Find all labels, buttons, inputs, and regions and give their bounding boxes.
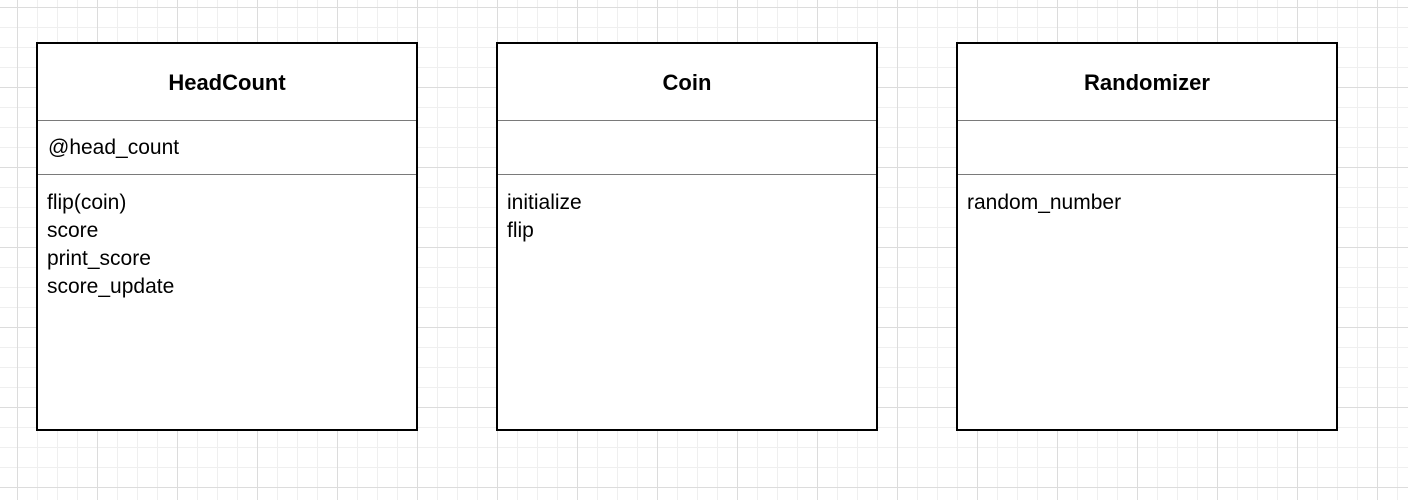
method: initialize bbox=[507, 191, 582, 214]
method: random_number bbox=[967, 191, 1122, 214]
class-box-randomizer[interactable]: Randomizer random_number bbox=[956, 42, 1338, 431]
class-header: Randomizer bbox=[958, 44, 1336, 121]
class-box-coin[interactable]: Coin initialize flip bbox=[496, 42, 878, 431]
attributes-section bbox=[958, 121, 1336, 175]
method: print_score bbox=[47, 247, 151, 270]
methods-section: initialize flip bbox=[498, 175, 876, 429]
attributes-section: @head_count bbox=[38, 121, 416, 175]
methods-section: flip(coin) score print_score score_updat… bbox=[38, 175, 416, 429]
methods-section: random_number bbox=[958, 175, 1336, 429]
class-name: Randomizer bbox=[1084, 70, 1210, 95]
method: score bbox=[47, 219, 99, 242]
method: flip bbox=[507, 219, 534, 242]
attributes-section bbox=[498, 121, 876, 175]
class-header: HeadCount bbox=[38, 44, 416, 121]
method: flip(coin) bbox=[47, 191, 127, 214]
method: score_update bbox=[47, 275, 175, 298]
attribute: @head_count bbox=[48, 136, 180, 159]
class-box-headcount[interactable]: HeadCount @head_count flip(coin) score p… bbox=[36, 42, 418, 431]
class-name: Coin bbox=[662, 70, 712, 95]
class-name: HeadCount bbox=[168, 70, 286, 95]
class-header: Coin bbox=[498, 44, 876, 121]
